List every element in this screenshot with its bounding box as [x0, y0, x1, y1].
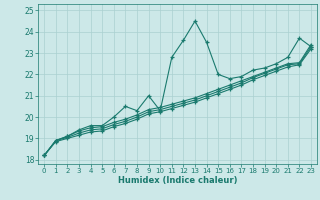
X-axis label: Humidex (Indice chaleur): Humidex (Indice chaleur) [118, 176, 237, 185]
